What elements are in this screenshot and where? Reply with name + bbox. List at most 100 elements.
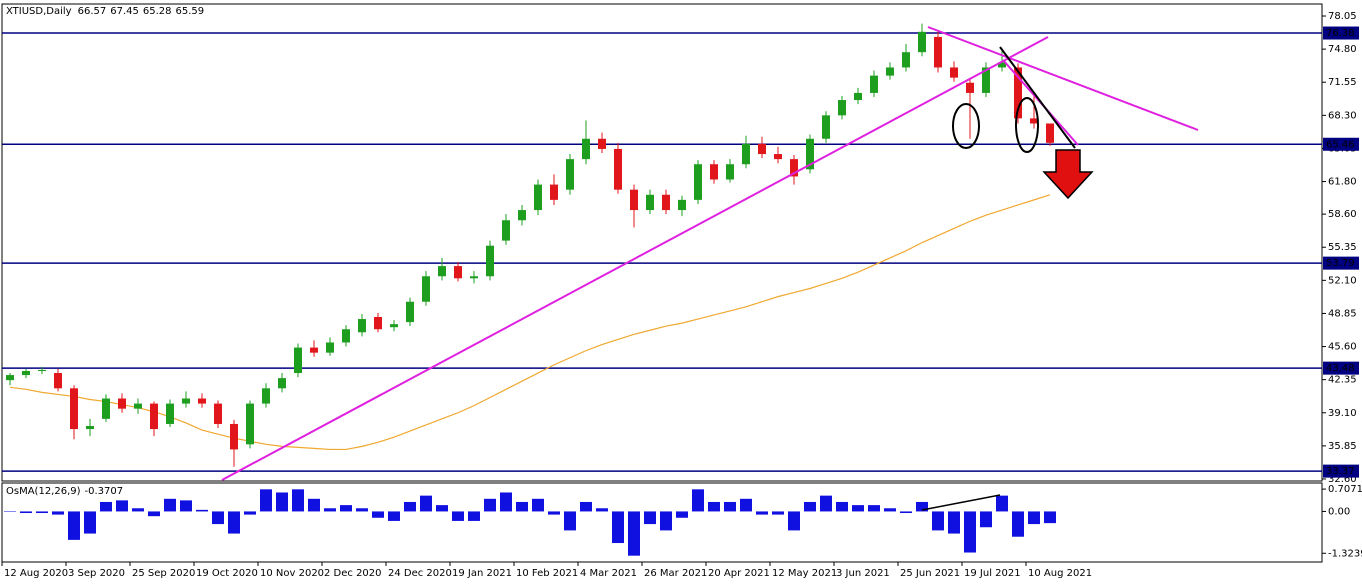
osma-bar — [1044, 511, 1056, 524]
osma-bar — [292, 489, 304, 512]
osma-bar — [836, 501, 848, 512]
osma-bar — [116, 500, 128, 512]
y-tick-label: 55.35 — [1328, 242, 1357, 253]
osma-bar — [68, 511, 80, 540]
osma-bar — [132, 508, 144, 512]
candle-body — [566, 159, 574, 190]
osma-bar — [1028, 511, 1040, 525]
level-label: 33.37 — [1326, 466, 1355, 477]
level-label-box — [1323, 26, 1359, 40]
osma-bar — [708, 501, 720, 512]
candle-body — [726, 164, 734, 180]
candle-body — [326, 342, 334, 353]
candle-body — [630, 189, 638, 211]
oscillator-header: OsMA(12,26,9) -0.3707 — [6, 486, 123, 497]
x-tick-label: 2 Dec 2020 — [324, 568, 382, 579]
candle-body — [534, 184, 542, 211]
osma-bar — [820, 495, 832, 512]
x-tick-label: 20 Apr 2021 — [708, 568, 770, 579]
candle-body — [502, 220, 510, 241]
osma-bar — [676, 511, 688, 518]
oscillator-name: OsMA(12,26,9) — [6, 486, 81, 497]
osma-bar — [468, 511, 480, 521]
trendline — [927, 26, 1199, 131]
candle-body — [470, 276, 478, 279]
trendline — [999, 46, 1076, 149]
header: XTIUSD,Daily 66.57 67.45 65.28 65.59 — [6, 6, 204, 17]
x-tick-label: 12 May 2021 — [772, 568, 837, 579]
candle-body — [6, 375, 14, 381]
x-tick-label: 4 Mar 2021 — [580, 568, 637, 579]
candle-body — [422, 276, 430, 302]
osma-bar — [980, 511, 992, 528]
osma-bar — [276, 492, 288, 512]
osma-bar — [36, 511, 48, 514]
osma-bar — [340, 505, 352, 512]
osma-bar — [180, 500, 192, 512]
trendline — [921, 494, 1001, 511]
osma-bar — [1012, 511, 1024, 537]
candle-body — [22, 370, 30, 376]
osma-bar — [500, 492, 512, 512]
y-tick-label: 35.85 — [1328, 441, 1357, 452]
osma-bar — [932, 511, 944, 531]
osma-bar — [404, 501, 416, 512]
osma-bar — [100, 501, 112, 512]
level-label-box — [1323, 256, 1359, 270]
y-tick-label: 52.10 — [1328, 275, 1357, 286]
candle-body — [374, 317, 382, 330]
y-tick-label: 48.85 — [1328, 308, 1357, 319]
osma-bar — [372, 511, 384, 518]
x-tick-label: 24 Dec 2020 — [388, 568, 452, 579]
candle-body — [54, 373, 62, 389]
candle-body — [598, 138, 606, 149]
osma-bar — [228, 511, 240, 534]
candle-body — [710, 164, 718, 180]
candle-body — [1030, 118, 1038, 124]
candle-body — [102, 398, 110, 419]
candle-body — [1014, 67, 1022, 119]
ohlc: 67.45 — [110, 6, 139, 17]
oscillator-last: -0.3707 — [85, 486, 124, 497]
candle-body — [550, 184, 558, 200]
trendline — [221, 36, 1049, 481]
candle-body — [662, 194, 670, 211]
candle-body — [438, 266, 446, 277]
down-arrow — [1042, 149, 1094, 200]
candle-body — [406, 301, 414, 323]
y-tick-label: -1.3239 — [1328, 548, 1362, 559]
x-tick-label: 19 Jul 2021 — [964, 568, 1021, 579]
osma-bar — [964, 511, 976, 553]
y-tick-label: 0.7071 — [1328, 484, 1362, 495]
y-tick-label: 74.80 — [1328, 44, 1357, 55]
x-tick-label: 10 Nov 2020 — [260, 568, 324, 579]
osma-bar — [628, 511, 640, 556]
osma-bar — [324, 508, 336, 512]
x-tick-label: 3 Jun 2021 — [836, 568, 890, 579]
osma-bar — [644, 511, 656, 525]
plot — [2, 23, 1322, 556]
candle-body — [742, 143, 750, 165]
level-label: 65.46 — [1326, 139, 1355, 150]
candle-body — [838, 100, 846, 116]
y-tick-label: 45.60 — [1328, 342, 1357, 353]
osma-bar — [52, 511, 64, 515]
candle-body — [262, 388, 270, 404]
candle-body — [454, 266, 462, 279]
candle-body — [806, 138, 814, 170]
x-tick-label: 25 Jun 2021 — [900, 568, 960, 579]
y-tick-label: 68.30 — [1328, 110, 1357, 121]
x-tick-label: 10 Feb 2021 — [516, 568, 578, 579]
osma-bar — [516, 501, 528, 512]
osma-bar — [484, 498, 496, 512]
candle-body — [790, 159, 798, 177]
osma-bar — [564, 511, 576, 531]
x-tick-label: 19 Jan 2021 — [452, 568, 512, 579]
osma-bar — [692, 489, 704, 512]
level-label-box — [1323, 137, 1359, 151]
osma-bar — [772, 511, 784, 515]
ohlc: 66.57 — [78, 6, 107, 17]
osma-bar — [148, 511, 160, 517]
osma-bar — [196, 509, 208, 512]
